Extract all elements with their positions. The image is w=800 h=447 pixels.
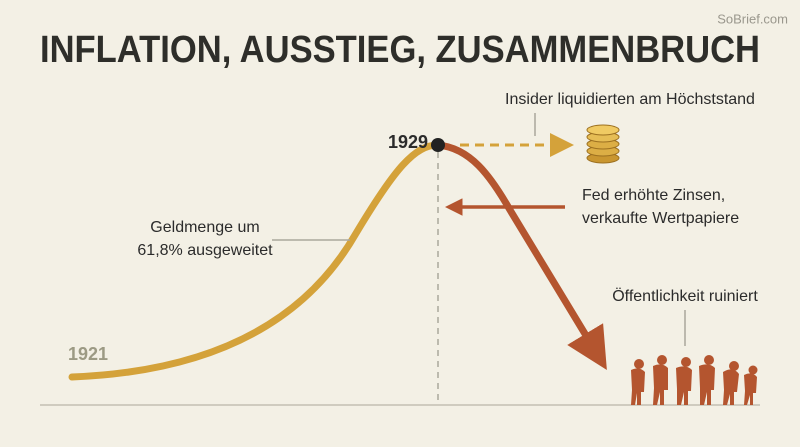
title: INFLATION, AUSSTIEG, ZUSAMMENBRUCH [40,29,760,71]
peak-dot [431,138,445,152]
start-year: 1921 [68,344,108,364]
money-label: Geldmenge um [150,219,259,236]
people [631,355,758,405]
watermark: SoBrief.com [717,11,788,26]
money-label: 61,8% ausgeweitet [137,242,273,259]
public-label: Öffentlichkeit ruiniert [612,287,758,305]
peak-year: 1929 [388,132,428,152]
fed-label: Fed erhöhte Zinsen, [582,187,725,204]
rise-curve [68,141,442,381]
coins [586,124,620,164]
fed-label: verkaufte Wertpapiere [582,210,739,227]
insider-label: Insider liquidierten am Höchststand [505,91,755,108]
